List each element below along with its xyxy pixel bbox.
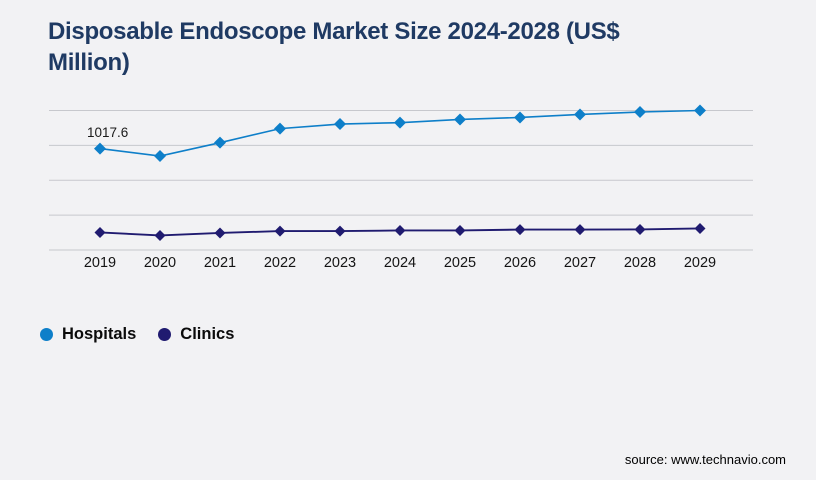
legend: Hospitals Clinics	[40, 325, 234, 344]
chart-title-line1: Disposable Endoscope Market Size 2024-20…	[48, 18, 620, 45]
x-axis-label-2028: 2028	[623, 255, 657, 271]
data-point-label-hospitals-2019: 1017.6	[87, 124, 129, 140]
x-axis-label-2027: 2027	[563, 255, 597, 271]
marker-hospitals-2021	[214, 136, 226, 149]
marker-hospitals-2025	[454, 113, 466, 126]
x-axis-label-2025: 2025	[443, 255, 477, 271]
marker-hospitals-2022	[274, 122, 286, 135]
marker-hospitals-2029	[694, 104, 706, 117]
chart-title-line2: Million)	[48, 49, 130, 76]
x-axis-label-2024: 2024	[383, 255, 417, 271]
clinics-legend-marker-icon	[158, 328, 172, 341]
series-line-hospitals	[99, 109, 701, 157]
x-axis-label-2021: 2021	[203, 255, 237, 271]
marker-clinics-2026	[514, 224, 526, 236]
marker-clinics-2021	[214, 227, 226, 239]
marker-hospitals-2024	[394, 116, 406, 129]
marker-hospitals-2028	[634, 105, 646, 118]
x-axis-label-2023: 2023	[323, 255, 357, 271]
marker-hospitals-2023	[334, 118, 346, 131]
legend-item-clinics: Clinics	[158, 325, 234, 344]
chart-title: Disposable Endoscope Market Size 2024-20…	[48, 16, 748, 78]
marker-hospitals-2026	[514, 111, 526, 124]
marker-clinics-2025	[454, 224, 466, 236]
x-axis-label-2022: 2022	[263, 255, 297, 271]
x-axis-label-2026: 2026	[503, 255, 537, 271]
marker-hospitals-2019	[94, 142, 106, 155]
hospitals-legend-marker-icon	[40, 328, 53, 341]
x-axis-label-2020: 2020	[143, 255, 177, 271]
marker-clinics-2028	[634, 223, 646, 235]
marker-clinics-2020	[154, 229, 166, 241]
series-line-clinics	[99, 227, 701, 237]
clinics-legend-label: Clinics	[180, 325, 235, 343]
legend-item-hospitals: Hospitals	[40, 325, 136, 344]
marker-hospitals-2027	[574, 108, 586, 121]
hospitals-legend-label: Hospitals	[62, 325, 137, 343]
x-axis-label-2029: 2029	[683, 255, 717, 271]
x-axis-label-2019: 2019	[83, 255, 117, 271]
marker-clinics-2029	[694, 222, 706, 234]
marker-clinics-2019	[94, 226, 106, 238]
marker-clinics-2023	[334, 225, 346, 237]
source-attribution: source: www.technavio.com	[624, 452, 786, 467]
marker-clinics-2022	[274, 225, 286, 237]
marker-hospitals-2020	[154, 150, 166, 163]
marker-clinics-2024	[394, 224, 406, 236]
marker-clinics-2027	[574, 224, 586, 236]
